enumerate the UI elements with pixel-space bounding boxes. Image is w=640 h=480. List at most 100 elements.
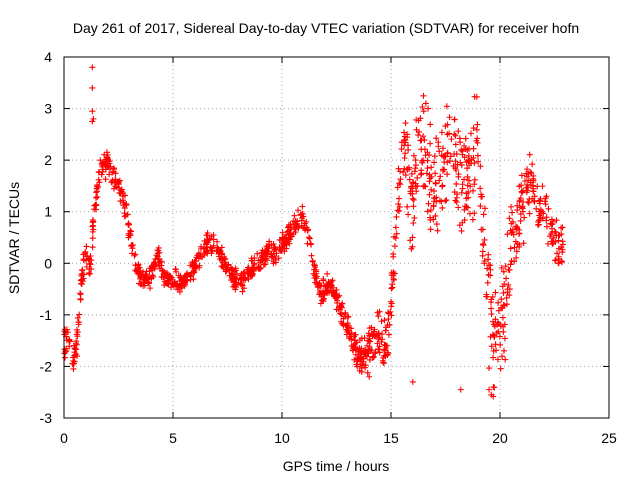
data-point [388,300,395,307]
data-point [465,162,472,169]
data-point [299,210,306,217]
data-point [321,291,328,298]
data-point [423,170,430,177]
data-point [453,180,460,187]
data-point [365,337,372,344]
data-point [340,322,347,329]
data-point [408,170,415,177]
data-point [134,266,141,273]
data-point [475,158,482,165]
data-point [398,146,405,153]
data-point [311,261,318,268]
data-point [458,227,465,234]
data-point [365,350,372,357]
grid-lines [64,57,609,418]
data-point [362,364,369,371]
data-point [456,135,463,142]
data-point [488,305,495,312]
data-point [362,349,369,356]
data-point [430,202,437,209]
data-point [536,208,543,215]
data-point [464,204,471,211]
data-point [451,131,458,138]
data-point [240,276,247,283]
data-point [333,286,340,293]
data-point [420,108,427,115]
data-point [500,347,507,354]
data-point [504,231,511,238]
data-point [446,114,453,121]
data-point [485,271,492,278]
data-point [550,234,557,241]
data-point [73,338,80,345]
data-point [451,116,458,123]
data-point [462,135,469,142]
data-point [508,203,515,210]
data-point [356,345,363,352]
data-point [161,269,168,276]
data-point [424,208,431,215]
data-point [112,176,119,183]
data-point [480,242,487,249]
data-point [195,250,202,257]
data-point [282,234,289,241]
data-point [519,205,526,212]
data-point [485,256,492,263]
data-point [396,195,403,202]
data-point [299,203,306,210]
data-point [547,231,554,238]
data-point [455,173,462,180]
data-point [86,265,93,272]
data-point [502,263,509,270]
data-point [491,334,498,341]
data-point [499,353,506,360]
data-point [555,237,562,244]
data-point [545,205,552,212]
data-point [393,230,400,237]
data-point [427,121,434,128]
data-point [521,214,528,221]
data-point [338,311,345,318]
data-point [424,149,431,156]
data-point [439,183,446,190]
chart-title: Day 261 of 2017, Sidereal Day-to-day VTE… [73,20,579,36]
data-point [382,342,389,349]
data-point [529,161,536,168]
data-point [474,152,481,159]
data-point [484,265,491,272]
data-point [380,359,387,366]
data-point [477,185,484,192]
data-point [436,177,443,184]
data-point [473,93,480,100]
data-point [344,320,351,327]
data-point [415,117,422,124]
data-point [220,264,227,271]
data-point [376,343,383,350]
data-point [283,241,290,248]
data-point [410,179,417,186]
data-point [448,136,455,143]
data-point [552,257,559,264]
data-point [420,183,427,190]
data-point [355,355,362,362]
data-point [542,195,549,202]
data-point [549,220,556,227]
data-point [248,257,255,264]
data-point [89,64,96,71]
data-point [486,262,493,269]
data-point [465,145,472,152]
data-point [110,168,117,175]
data-point [245,268,252,275]
data-point [374,340,381,347]
data-point [426,191,433,198]
data-point [428,186,435,193]
data-point [356,367,363,374]
data-point [257,265,264,272]
data-point [101,160,108,167]
x-axis-label: GPS time / hours [283,458,390,474]
data-point [343,331,350,338]
data-point [326,289,333,296]
data-point [479,226,486,233]
data-point [439,145,446,152]
